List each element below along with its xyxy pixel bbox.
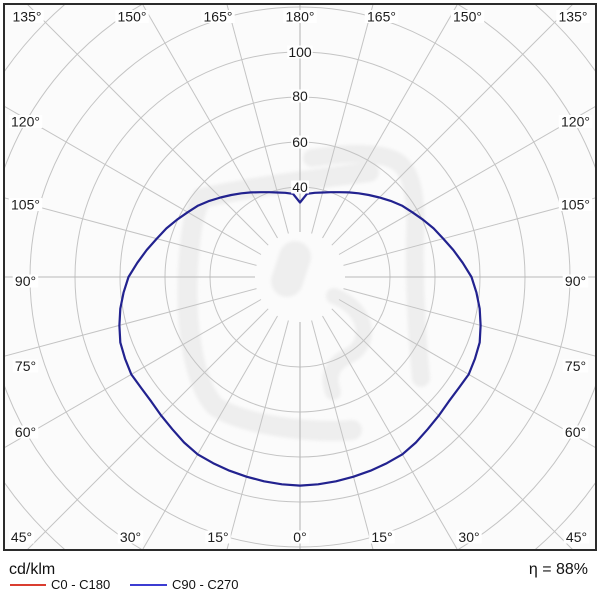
svg-text:60: 60 — [292, 134, 308, 150]
svg-text:C0 - C180: C0 - C180 — [51, 577, 110, 592]
svg-text:45°: 45° — [566, 529, 587, 545]
svg-text:75°: 75° — [15, 358, 36, 374]
svg-text:165°: 165° — [367, 9, 396, 25]
svg-text:80: 80 — [292, 88, 308, 104]
svg-text:60°: 60° — [565, 424, 586, 440]
svg-text:135°: 135° — [559, 9, 588, 25]
svg-text:15°: 15° — [207, 529, 228, 545]
svg-text:40: 40 — [292, 179, 308, 195]
svg-text:120°: 120° — [11, 114, 40, 130]
svg-text:90°: 90° — [565, 273, 586, 289]
svg-text:cd/klm: cd/klm — [9, 561, 55, 578]
svg-text:135°: 135° — [13, 9, 42, 25]
svg-text:150°: 150° — [453, 9, 482, 25]
svg-text:105°: 105° — [561, 197, 590, 213]
svg-text:30°: 30° — [458, 529, 479, 545]
svg-text:75°: 75° — [565, 358, 586, 374]
svg-text:90°: 90° — [15, 273, 36, 289]
svg-text:45°: 45° — [11, 529, 32, 545]
svg-text:60°: 60° — [15, 424, 36, 440]
svg-text:C90 - C270: C90 - C270 — [172, 577, 238, 592]
svg-text:100: 100 — [288, 44, 312, 60]
svg-text:15°: 15° — [371, 529, 392, 545]
svg-text:180°: 180° — [286, 9, 315, 25]
svg-text:105°: 105° — [11, 197, 40, 213]
svg-text:0°: 0° — [293, 529, 306, 545]
svg-text:150°: 150° — [118, 9, 147, 25]
svg-text:30°: 30° — [120, 529, 141, 545]
svg-text:165°: 165° — [204, 9, 233, 25]
svg-text:η = 88%: η = 88% — [529, 561, 588, 578]
svg-text:120°: 120° — [561, 114, 590, 130]
